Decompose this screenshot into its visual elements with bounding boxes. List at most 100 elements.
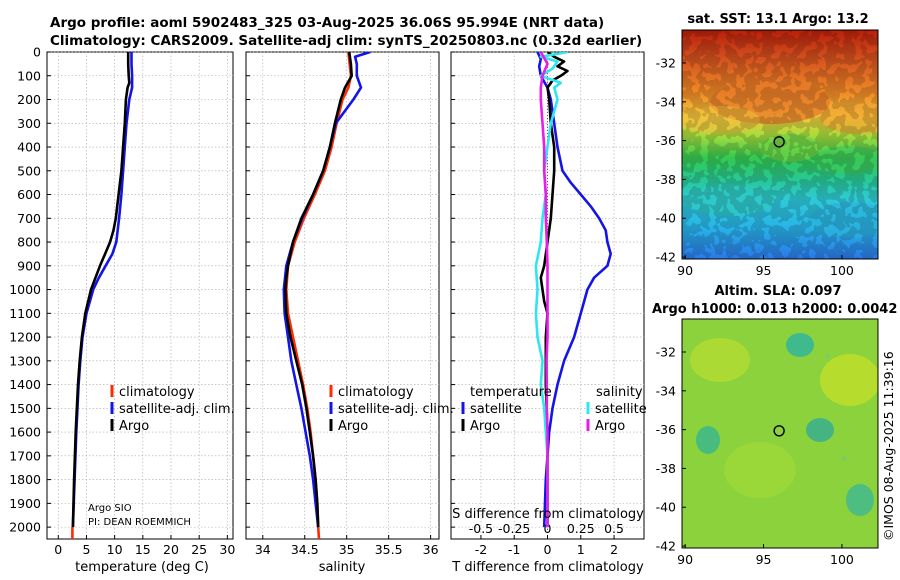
temperature-legend: climatology satellite-adj. clim. Argo xyxy=(110,385,235,434)
x-tick-label: 25 xyxy=(191,542,207,557)
depth-tick-label: 500 xyxy=(17,163,41,178)
gridlines xyxy=(47,51,644,539)
legend-sal-argo-label: Argo xyxy=(595,419,625,434)
depth-tick-label: 1300 xyxy=(9,353,41,368)
depth-tick-label: 200 xyxy=(17,92,41,107)
x-tick-label: 35 xyxy=(339,542,355,557)
legend-climatology-label: climatology xyxy=(119,385,195,400)
x-tick-label: 34 xyxy=(255,542,271,557)
depth-tick-label: 1100 xyxy=(9,306,41,321)
map-lon-label: 100 xyxy=(830,552,854,567)
map-lon-label: 100 xyxy=(830,263,854,278)
map-lat-label: -34 xyxy=(656,383,676,398)
depth-tick-label: 1500 xyxy=(9,401,41,416)
figure-title-line1: Argo profile: aoml 5902483_325 03-Aug-20… xyxy=(50,15,604,31)
map-lat-label: -36 xyxy=(656,133,676,148)
figure-title-line2: Climatology: CARS2009. Satellite-adj cli… xyxy=(50,33,642,49)
temperature-satellite-adj-clim-line xyxy=(71,52,134,528)
difference-salinity-satellite-line xyxy=(534,52,568,528)
x-tick-label: 1 xyxy=(577,542,585,557)
x-tick-label: 5 xyxy=(82,542,90,557)
x-tick-label: 15 xyxy=(135,542,151,557)
depth-tick-label: 700 xyxy=(17,211,41,226)
difference-temperature-argo-line xyxy=(539,52,569,528)
imos-watermark: ©IMOS 08-Aug-2025 11:39:16 xyxy=(881,351,896,541)
difference-salinity-argo-line xyxy=(539,52,549,528)
legend-argo-label: Argo xyxy=(338,419,368,434)
depth-tick-label: 1900 xyxy=(9,496,41,511)
sla-map-subtitle: Argo h1000: 0.013 h2000: 0.0042 xyxy=(652,302,897,317)
sla-map-frame xyxy=(681,318,879,549)
depth-tick-label: 400 xyxy=(17,140,41,155)
difference-legend: temperature salinity satellite Argo sate… xyxy=(461,385,647,434)
x-tick-label: 0 xyxy=(54,542,62,557)
legend-satellite-label: satellite-adj. clim. xyxy=(119,402,235,417)
map-lat-label: -40 xyxy=(656,211,676,226)
profile-lines xyxy=(71,52,613,539)
map-lat-label: -32 xyxy=(656,344,676,359)
depth-tick-label: 1000 xyxy=(9,282,41,297)
profile-series-group xyxy=(282,52,371,539)
s-diff-tick-label: 0.5 xyxy=(604,521,624,536)
map-lon-label: 90 xyxy=(677,263,693,278)
depth-tick-label: 1600 xyxy=(9,425,41,440)
salinity-climatology-line xyxy=(284,52,353,539)
depth-tick-label: 1200 xyxy=(9,330,41,345)
x-tick-label: 0 xyxy=(544,542,552,557)
depth-tick-label: 1800 xyxy=(9,472,41,487)
x-tick-label: 20 xyxy=(163,542,179,557)
depth-tick-label: 800 xyxy=(17,235,41,250)
salinity-xlabel: salinity xyxy=(319,560,366,575)
s-diff-tick-label: -0.5 xyxy=(469,521,493,536)
map-lat-label: -36 xyxy=(656,422,676,437)
legend-satellite-label: satellite-adj. clim. xyxy=(338,402,454,417)
sst-map-title: sat. SST: 13.1 Argo: 13.2 xyxy=(687,12,868,27)
salinity-panel-frame xyxy=(245,51,440,540)
legend-salinity-title: salinity xyxy=(596,385,643,400)
s-diff-tick-label: 0.25 xyxy=(567,521,595,536)
float-position-marker xyxy=(773,425,785,437)
map-lat-label: -42 xyxy=(656,250,676,265)
s-diff-tick-label: -0.25 xyxy=(498,521,530,536)
axis-ticks: 0100200300400500600700800900100011001200… xyxy=(9,45,624,558)
x-tick-label: 30 xyxy=(219,542,235,557)
depth-tick-label: 0 xyxy=(33,45,41,60)
temperature-xlabel: temperature (deg C) xyxy=(75,560,209,575)
x-tick-label: 10 xyxy=(107,542,123,557)
depth-tick-label: 300 xyxy=(17,116,41,131)
legend-temp-argo-label: Argo xyxy=(470,419,500,434)
institution-label: Argo SIO xyxy=(88,503,132,514)
map-lat-label: -38 xyxy=(656,461,676,476)
profile-series-group xyxy=(71,52,134,539)
depth-tick-label: 1700 xyxy=(9,448,41,463)
legend-temp-satellite-label: satellite xyxy=(470,402,522,417)
map-lat-label: -42 xyxy=(656,539,676,554)
x-tick-label: -1 xyxy=(508,542,520,557)
sst-map-frame xyxy=(681,29,879,260)
salinity-legend: climatology satellite-adj. clim. Argo xyxy=(329,385,454,434)
depth-tick-label: 900 xyxy=(17,258,41,273)
s-difference-xlabel: S difference from climatology xyxy=(452,507,644,522)
x-tick-label: 36 xyxy=(423,542,439,557)
map-lat-label: -32 xyxy=(656,55,676,70)
legend-temperature-title: temperature xyxy=(470,385,552,400)
map-lon-label: 90 xyxy=(677,552,693,567)
temperature-argo-line xyxy=(71,52,131,528)
map-lat-label: -40 xyxy=(656,500,676,515)
sst-map-image xyxy=(682,30,878,259)
t-difference-xlabel: T difference from climatology xyxy=(451,560,644,575)
legend-sal-satellite-label: satellite xyxy=(595,402,647,417)
sla-map-title: Altim. SLA: 0.097 xyxy=(715,284,842,299)
map-lon-label: 95 xyxy=(756,263,772,278)
x-tick-label: 2 xyxy=(610,542,618,557)
depth-tick-label: 1400 xyxy=(9,377,41,392)
map-lat-label: -34 xyxy=(656,94,676,109)
legend-argo-label: Argo xyxy=(119,419,149,434)
float-position-marker xyxy=(773,136,785,148)
legend-climatology-label: climatology xyxy=(338,385,414,400)
pi-label: PI: DEAN ROEMMICH xyxy=(88,517,191,528)
map-lon-label: 95 xyxy=(756,552,772,567)
depth-tick-label: 100 xyxy=(17,68,41,83)
